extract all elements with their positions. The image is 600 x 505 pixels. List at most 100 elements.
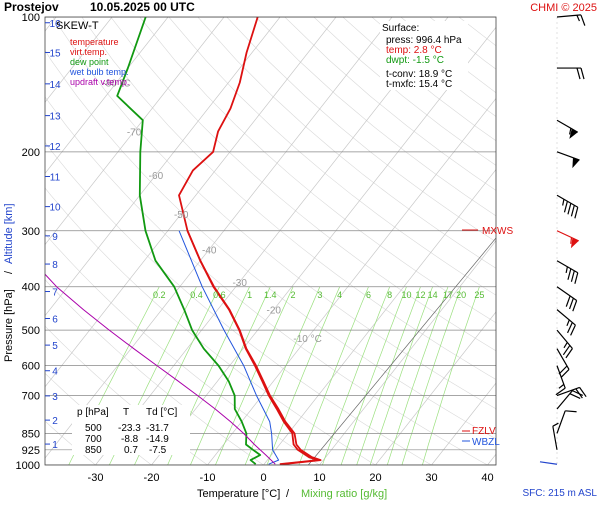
- altitude-tick-label: 7: [52, 288, 58, 299]
- mixing-ratio-label: 17: [443, 290, 453, 300]
- wind-barb: [551, 287, 579, 311]
- table-header-td: Td [°C]: [146, 407, 177, 418]
- altitude-tick-label: 13: [49, 112, 61, 123]
- wind-barb: [552, 120, 578, 141]
- series-line-3: [179, 231, 279, 464]
- pressure-tick-label: 925: [22, 445, 40, 457]
- dry-adiabat: [140, 17, 600, 465]
- isotherm-label: -70: [127, 127, 142, 138]
- mixing-ratio-label: 10: [401, 290, 411, 300]
- sfc-label: SFC: 215 m ASL: [523, 488, 598, 499]
- table-cell: -31.7: [146, 423, 169, 434]
- level-fzlv: FZLV: [462, 426, 496, 437]
- temperature-tick-label: -10: [200, 472, 216, 484]
- mixing-ratio-label: 8: [387, 290, 392, 300]
- dry-adiabat: [111, 17, 600, 465]
- pressure-tick-label: 1000: [16, 460, 40, 472]
- mixing-ratio-line: [357, 287, 421, 465]
- isotherm-label: -30: [232, 278, 247, 289]
- altitude-tick-label: 2: [52, 416, 58, 427]
- x-axis-separator: /: [286, 488, 290, 500]
- table-cell: -8.8: [121, 434, 139, 445]
- legend-item-4: updraft v.temp.: [70, 77, 129, 87]
- wind-barb: [550, 310, 578, 336]
- mixing-ratio-label: 0.4: [190, 290, 203, 300]
- temperature-tick-label: -30: [88, 472, 104, 484]
- temperature-tick-label: 40: [481, 472, 493, 484]
- level-label-fzlv: FZLV: [472, 426, 496, 437]
- mixing-ratio-label: 0.2: [153, 290, 166, 300]
- table-cell: 500: [85, 423, 102, 434]
- y-axis-title: Pressure [hPa]: [3, 289, 15, 362]
- mixing-ratio-label: 4: [337, 290, 342, 300]
- table-cell: -7.5: [149, 445, 167, 456]
- altitude-tick-label: 1: [52, 440, 58, 451]
- table-header-p: p [hPa]: [77, 407, 109, 418]
- sounding-table: p [hPa] T Td [°C] 500 -23.3 -31.7 700 -8…: [72, 405, 190, 456]
- temperature-tick-label: 0: [260, 472, 266, 484]
- wind-barb: [552, 261, 581, 284]
- isotherm: [488, 17, 600, 465]
- mixing-ratio-label: 0.6: [213, 290, 226, 300]
- pressure-tick-label: 500: [22, 325, 40, 337]
- station-title: Prostejov: [4, 0, 59, 14]
- isotherm-label: -40: [202, 245, 217, 256]
- altitude-tick-label: 10: [49, 203, 61, 214]
- mixing-ratio-label: 2: [291, 290, 296, 300]
- mixing-ratio-label: 20: [456, 290, 466, 300]
- surface-title: Surface:: [382, 23, 419, 34]
- pressure-tick-label: 600: [22, 361, 40, 373]
- datetime-title: 10.05.2025 00 UTC: [90, 0, 195, 14]
- dry-adiabat: [53, 17, 600, 465]
- altitude-tick-label: 4: [52, 367, 58, 378]
- isotherm-label: -60: [149, 171, 164, 182]
- isotherm-label: -20: [267, 306, 282, 317]
- table-cell: 0.7: [124, 445, 138, 456]
- isotherm: [544, 17, 600, 465]
- y-axis-separator: /: [3, 270, 15, 274]
- temperature-tick-label: 10: [313, 472, 325, 484]
- surface-info: Surface: press: 996.4 hPa temp: 2.8 °C d…: [380, 21, 468, 90]
- altitude-tick-label: 8: [52, 260, 58, 271]
- wind-barb: [547, 349, 570, 378]
- mixing-ratio-label: 1: [247, 290, 252, 300]
- chart-title: SKEW-T: [56, 20, 99, 32]
- table-cell: -23.3: [118, 423, 141, 434]
- table-header-t: T: [123, 407, 129, 418]
- mixing-ratio-line: [370, 287, 433, 465]
- temperature-tick-label: -20: [144, 472, 160, 484]
- temperature-tick-label: 30: [425, 472, 437, 484]
- wind-barb: [557, 15, 585, 28]
- credit-label: CHMI © 2025: [530, 2, 597, 14]
- level-wbzl: WBZL: [462, 437, 500, 448]
- pressure-tick-label: 400: [22, 282, 40, 294]
- wind-barb: [557, 68, 584, 79]
- legend-item-3: wet bulb temp.: [69, 67, 129, 77]
- y-axis-title-group: Pressure [hPa] / Altitude [km]: [3, 203, 15, 362]
- level-label-wbzl: WBZL: [472, 437, 500, 448]
- mixing-ratio-label: 25: [474, 290, 484, 300]
- temperature-tick-label: 20: [369, 472, 381, 484]
- x-axis-title: Temperature [°C]: [197, 488, 280, 500]
- legend-item-0: temperature: [70, 37, 119, 47]
- altitude-tick-label: 5: [52, 341, 58, 352]
- pressure-tick-label: 200: [22, 147, 40, 159]
- altitude-tick-label: 12: [49, 142, 61, 153]
- altitude-tick-label: 6: [52, 315, 58, 326]
- level-mxws: MXWS: [462, 226, 513, 237]
- mixing-ratio-label: 12: [416, 290, 426, 300]
- pressure-tick-label: 700: [22, 391, 40, 403]
- surface-dwpt: dwpt: -1.5 °C: [386, 55, 444, 66]
- legend-item-1: virt.temp.: [70, 47, 107, 57]
- mixing-ratio-label: 1.4: [264, 290, 277, 300]
- wind-barb: [552, 423, 562, 450]
- pressure-tick-label: 300: [22, 226, 40, 238]
- wind-barb: [553, 231, 579, 250]
- wind-barb: [552, 195, 581, 218]
- mixing-ratio-line: [422, 287, 479, 465]
- x-axis-title-2: Mixing ratio [g/kg]: [301, 488, 387, 500]
- mixing-ratio-label: 3: [317, 290, 322, 300]
- table-cell: -14.9: [146, 434, 169, 445]
- isotherm: [0, 17, 280, 465]
